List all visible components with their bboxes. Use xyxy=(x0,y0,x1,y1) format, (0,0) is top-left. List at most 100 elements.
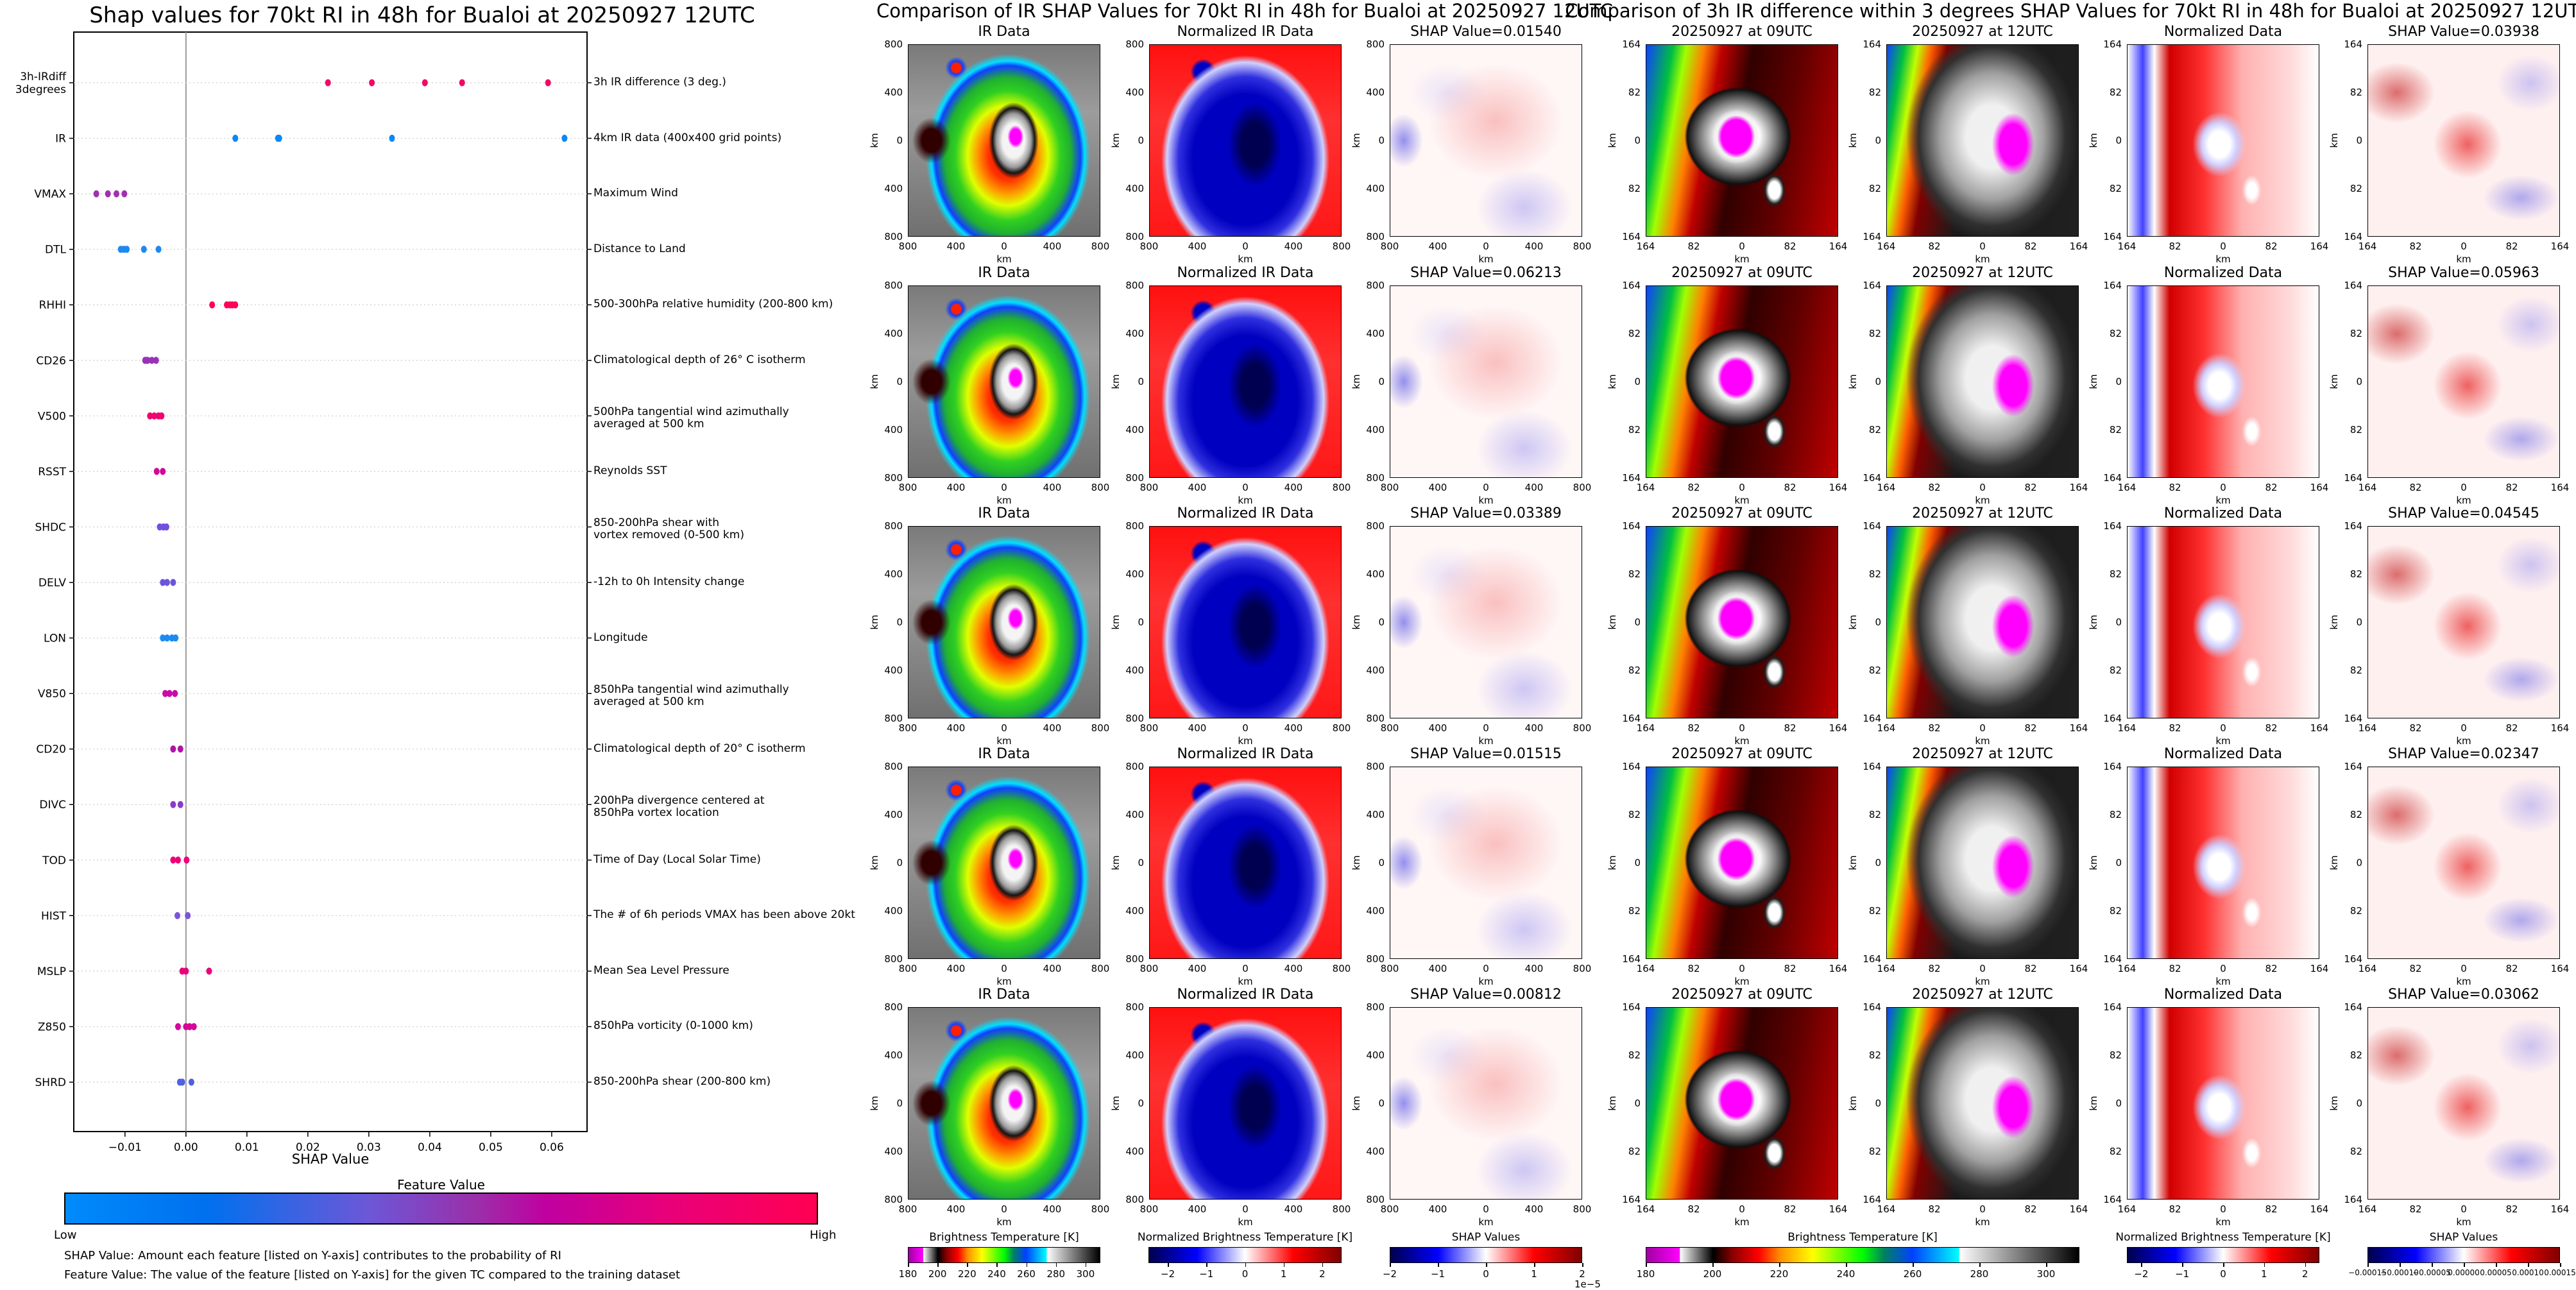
y-tick-label: 0 xyxy=(2115,857,2122,869)
colorbar-tick xyxy=(2367,1263,2369,1267)
y-tick-label: 0 xyxy=(2356,857,2362,869)
colorbar-tick-label: 0 xyxy=(1483,1268,1489,1280)
y-tick-label: 800 xyxy=(1125,38,1144,50)
y-tick-label: 82 xyxy=(2109,665,2122,676)
x-tick-label: 0 xyxy=(1001,963,1007,974)
feature-label: DIVC xyxy=(39,799,66,811)
shap-point-3h-irdiff xyxy=(545,79,551,87)
y-tick-label: 800 xyxy=(1366,953,1385,965)
y-tick-label: 0 xyxy=(896,135,903,146)
panel-title: 20250927 at 09UTC xyxy=(1671,265,1813,281)
y-tick-label: 164 xyxy=(1622,713,1641,724)
y-tick-label: 164 xyxy=(1863,231,1881,242)
y-tick-label: 164 xyxy=(2103,280,2122,291)
y-axis-label: km xyxy=(1847,374,1859,389)
y-axis-label: km xyxy=(1607,615,1618,630)
x-tick-label: 0 xyxy=(1979,241,1986,252)
x-tick-label: 0 xyxy=(1242,722,1249,734)
x-tick-label: 800 xyxy=(1380,241,1399,252)
y-axis-label: km xyxy=(1110,1096,1122,1111)
y-tick-label: 82 xyxy=(2350,183,2362,194)
y-tick-label: 164 xyxy=(1622,231,1641,242)
feature-description: Climatological depth of 20° C isotherm xyxy=(593,742,806,755)
y-axis-label: km xyxy=(2328,374,2340,389)
x-tick-label: 800 xyxy=(898,722,917,734)
y-tick-label: 800 xyxy=(1366,761,1385,772)
ir-group-title: Comparison of IR SHAP Values for 70kt RI… xyxy=(876,0,1613,22)
x-axis-label: km xyxy=(996,253,1012,265)
shap-point-delv xyxy=(160,579,166,586)
y-tick-label: 82 xyxy=(1868,1049,1881,1061)
colorbar-tick xyxy=(2264,1263,2265,1267)
x-tick-label: 0 xyxy=(1739,963,1745,974)
colorbar-tick-label: 0 xyxy=(2220,1268,2226,1280)
x-axis-label: km xyxy=(1734,1216,1750,1228)
x-tick-label: 164 xyxy=(2358,241,2377,252)
x-tick-label: 82 xyxy=(1687,963,1700,974)
y-tick-label: 800 xyxy=(1125,520,1144,532)
image-panel xyxy=(908,285,1100,478)
shap-value-title: SHAP Value=0.01515 xyxy=(1410,746,1562,762)
x-tick-label: 0 xyxy=(1739,1203,1745,1215)
diff-group-title: Comparison of 3h IR difference within 3 … xyxy=(1565,0,2576,22)
colorbar-tick-label: 0.00010 xyxy=(2512,1268,2544,1277)
colorbar-tick xyxy=(1913,1263,1914,1267)
x-tick-label: 800 xyxy=(898,963,917,974)
feature-label: Z850 xyxy=(38,1021,66,1033)
y-tick-label: 0 xyxy=(1875,376,1881,387)
y-tick-label: 82 xyxy=(1868,183,1881,194)
shap-point-vmax xyxy=(105,190,111,198)
colorbar-title: Normalized Brightness Temperature [K] xyxy=(1137,1231,1353,1244)
y-tick-label: 800 xyxy=(1125,231,1144,242)
colorbar-tick xyxy=(1486,1263,1487,1267)
y-tick-label: 0 xyxy=(1378,135,1385,146)
y-axis-label: km xyxy=(1351,855,1362,870)
colorbar-tick-label: 260 xyxy=(1017,1268,1036,1280)
x-axis-label: km xyxy=(1238,976,1253,987)
colorbar-tick xyxy=(2560,1263,2561,1267)
x-tick-label: 0 xyxy=(1483,963,1489,974)
x-tick-label: 400 xyxy=(1043,722,1062,734)
y-tick-label: 400 xyxy=(1125,1049,1144,1061)
image-panel xyxy=(1390,767,1582,959)
y-tick-label: 400 xyxy=(1366,1146,1385,1157)
x-axis-label: km xyxy=(996,976,1012,987)
y-tick-label: 164 xyxy=(1863,713,1881,724)
colorbar-tick xyxy=(2223,1263,2224,1267)
feature-description: Reynolds SST xyxy=(593,464,667,477)
feature-label: DELV xyxy=(38,577,66,590)
y-tick-label: 0 xyxy=(1634,135,1641,146)
x-tick-label: 800 xyxy=(1091,482,1110,493)
x-tick-label: 82 xyxy=(2409,482,2422,493)
shap-summary-plot: −0.01 0.00 0.01 0.02 0.03 0.04 0.05 0.06 SHAP Va… xyxy=(15,31,592,1167)
x-tick-label: 82 xyxy=(1687,482,1700,493)
y-tick-label: 0 xyxy=(2356,135,2362,146)
y-tick-label: 400 xyxy=(884,665,903,676)
colorbar-tick-label: 0.00005 xyxy=(2480,1268,2512,1277)
y-tick-label: 164 xyxy=(2103,761,2122,772)
y-tick-label: 164 xyxy=(1622,38,1641,50)
colorbar-title: SHAP Values xyxy=(2429,1231,2498,1244)
colorbar-tick-label: 220 xyxy=(1770,1268,1789,1280)
x-tick-label: 0 xyxy=(1242,241,1249,252)
shap-value-note: SHAP Value: Amount each feature [listed … xyxy=(64,1249,561,1262)
image-panel xyxy=(1886,44,2079,237)
x-tick-label: 800 xyxy=(1091,722,1110,734)
shap-value-title: SHAP Value=0.03062 xyxy=(2388,987,2539,1003)
y-tick-label: 0 xyxy=(2356,1098,2362,1109)
y-tick-label: 82 xyxy=(1628,183,1641,194)
x-axis-label: km xyxy=(1478,253,1494,265)
colorbar-tick-label: −0.00010 xyxy=(2380,1268,2419,1277)
colorbar-tick-label: 280 xyxy=(1970,1268,1989,1280)
feature-description: 850hPa vorticity (0-1000 km) xyxy=(593,1019,753,1033)
y-tick-label: 800 xyxy=(884,280,903,291)
y-tick-label: 82 xyxy=(2350,665,2362,676)
x-tick-label: 0 xyxy=(1001,482,1007,493)
y-axis-label: km xyxy=(2088,615,2099,630)
x-axis-label: km xyxy=(1478,495,1494,506)
y-tick-label: 0 xyxy=(1634,376,1641,387)
image-panel xyxy=(2127,1007,2319,1200)
x-tick-label: 800 xyxy=(1139,722,1159,734)
x-tick-label: 0 xyxy=(1979,482,1986,493)
y-axis-label: km xyxy=(1110,615,1122,630)
